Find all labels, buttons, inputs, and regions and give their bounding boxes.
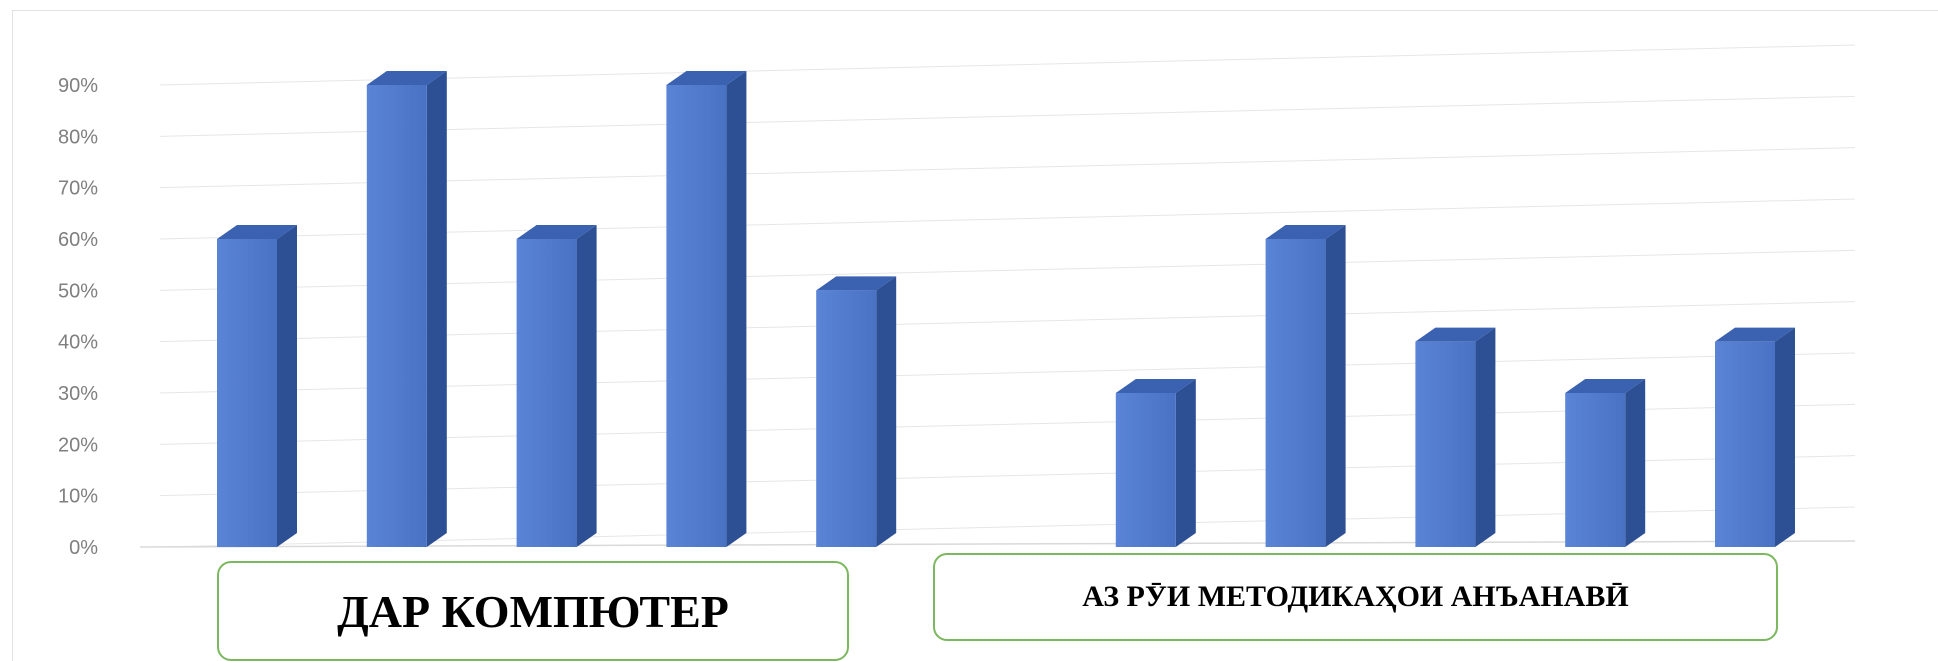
bar-side bbox=[1175, 379, 1196, 547]
y-tick-label: 10% bbox=[58, 486, 98, 508]
y-axis-ticks: 0% 10% 20% 30% 40% 50% 60% 70% 80% 90% bbox=[58, 75, 98, 559]
bar-top bbox=[1265, 225, 1346, 239]
y-tick-label: 30% bbox=[58, 383, 98, 405]
bar-front bbox=[366, 85, 427, 547]
bar-front bbox=[1265, 239, 1326, 547]
bar bbox=[1265, 225, 1346, 547]
bar bbox=[1565, 379, 1646, 547]
chart-frame bbox=[12, 10, 1938, 661]
bar-front bbox=[1415, 341, 1476, 547]
bar bbox=[516, 225, 597, 547]
bar-front bbox=[217, 239, 277, 547]
y-tick-label: 70% bbox=[58, 178, 98, 200]
bar bbox=[1715, 327, 1795, 547]
bar-side bbox=[1475, 327, 1496, 547]
bar-front bbox=[1115, 393, 1176, 547]
bar bbox=[666, 71, 747, 547]
bar-top bbox=[666, 71, 747, 85]
bar-side bbox=[1325, 225, 1346, 547]
y-tick-label: 60% bbox=[58, 229, 98, 251]
bar-top bbox=[516, 225, 597, 239]
y-tick-label: 20% bbox=[58, 434, 98, 456]
y-tick-label: 50% bbox=[58, 280, 98, 302]
y-tick-label: 90% bbox=[58, 75, 98, 97]
y-tick-label: 80% bbox=[58, 126, 98, 148]
bar-front bbox=[666, 85, 727, 547]
bar-top bbox=[816, 276, 897, 291]
bars bbox=[217, 71, 1795, 547]
y-tick-label: 0% bbox=[69, 537, 98, 559]
bar bbox=[366, 71, 447, 547]
bar-top bbox=[1115, 379, 1196, 393]
bar bbox=[1415, 327, 1496, 547]
y-tick-label: 40% bbox=[58, 332, 98, 354]
bar-top bbox=[217, 225, 297, 239]
bar bbox=[1115, 379, 1196, 547]
bar bbox=[217, 225, 297, 547]
bar-side bbox=[1775, 327, 1795, 547]
bar-front bbox=[1565, 393, 1626, 547]
bar-front bbox=[816, 290, 877, 547]
bar-top bbox=[366, 71, 447, 85]
bar-side bbox=[277, 225, 297, 547]
bar-side bbox=[1625, 379, 1646, 547]
bar-top bbox=[1565, 379, 1646, 393]
bar-side bbox=[726, 71, 747, 547]
bar-front bbox=[516, 239, 577, 547]
bar-front bbox=[1715, 341, 1775, 547]
bar-top bbox=[1715, 327, 1795, 342]
bar bbox=[816, 276, 897, 547]
bar-side bbox=[876, 276, 897, 547]
bar-top bbox=[1415, 327, 1496, 342]
bar-side bbox=[426, 71, 447, 547]
group-label-computer: ДАР КОМПЮТЕР bbox=[217, 561, 849, 661]
group-label-traditional: АЗ РӮИ МЕТОДИКАҲОИ АНЪАНАВӢ bbox=[933, 553, 1778, 641]
bar-side bbox=[576, 225, 597, 547]
